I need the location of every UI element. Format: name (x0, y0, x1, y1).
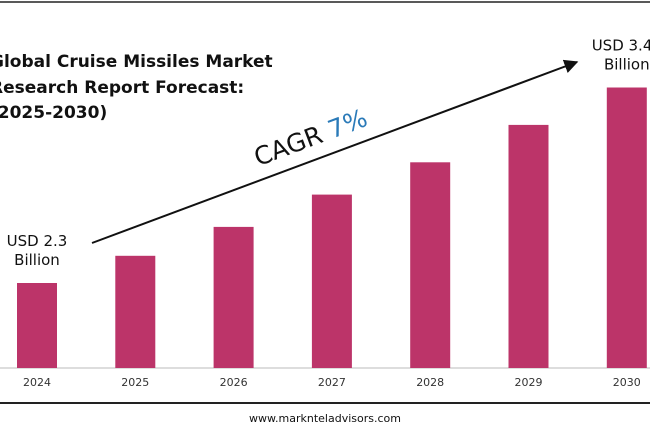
x-tick-label: 2025 (121, 376, 149, 389)
x-tick-label: 2026 (220, 376, 248, 389)
bar (606, 87, 647, 368)
x-tick-label: 2029 (515, 376, 543, 389)
bar (410, 162, 451, 368)
bar (311, 194, 352, 368)
value-label-line: Billion (604, 55, 650, 73)
bar (508, 124, 549, 369)
x-tick-label: 2030 (613, 376, 641, 389)
x-tick-label: 2027 (318, 376, 346, 389)
value-label-line: USD 2.3 (7, 232, 68, 250)
value-label-line: Billion (14, 251, 60, 269)
bar (115, 255, 156, 368)
source: www.marknteladvisors.com (249, 412, 401, 425)
chart-title: Global Cruise Missiles Market (0, 52, 273, 72)
chart-title: (2025-2030) (0, 103, 107, 123)
growth-arrow (91, 59, 579, 244)
x-tick-label: 2024 (23, 376, 51, 389)
value-label: USD 2.3 Billion (7, 232, 68, 269)
value-label-line: USD 3.45 (592, 36, 650, 54)
bar (213, 226, 254, 368)
value-label: USD 3.45Billion (592, 36, 650, 73)
bar (17, 283, 57, 368)
chart-title: Research Report Forecast: (0, 78, 244, 98)
x-tick-label: 2028 (416, 376, 444, 389)
